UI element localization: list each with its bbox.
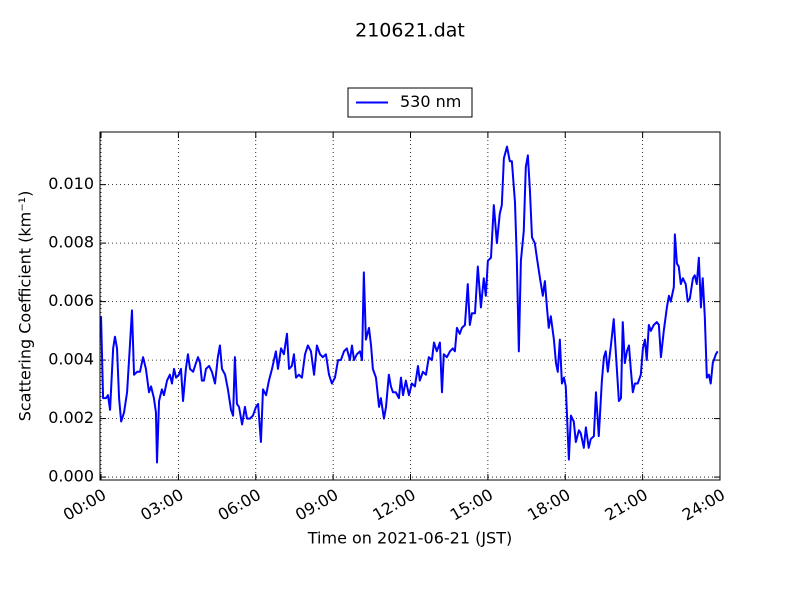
chart-title: 210621.dat: [355, 20, 465, 42]
plot-frame: [99, 131, 721, 481]
y-tick-label: 0.006: [48, 291, 94, 310]
x-axis-label: Time on 2021-06-21 (JST): [307, 529, 512, 548]
y-tick-label: 0.000: [48, 467, 94, 486]
y-axis-label: Scattering Coefficient (km⁻¹): [16, 191, 35, 422]
y-tick-label: 0.008: [48, 233, 94, 252]
y-tick-label: 0.004: [48, 350, 94, 369]
y-tick-label: 0.002: [48, 408, 94, 427]
legend-label: 530 nm: [400, 92, 461, 111]
y-tick-label: 0.010: [48, 174, 94, 193]
data-line: [100, 145, 719, 464]
